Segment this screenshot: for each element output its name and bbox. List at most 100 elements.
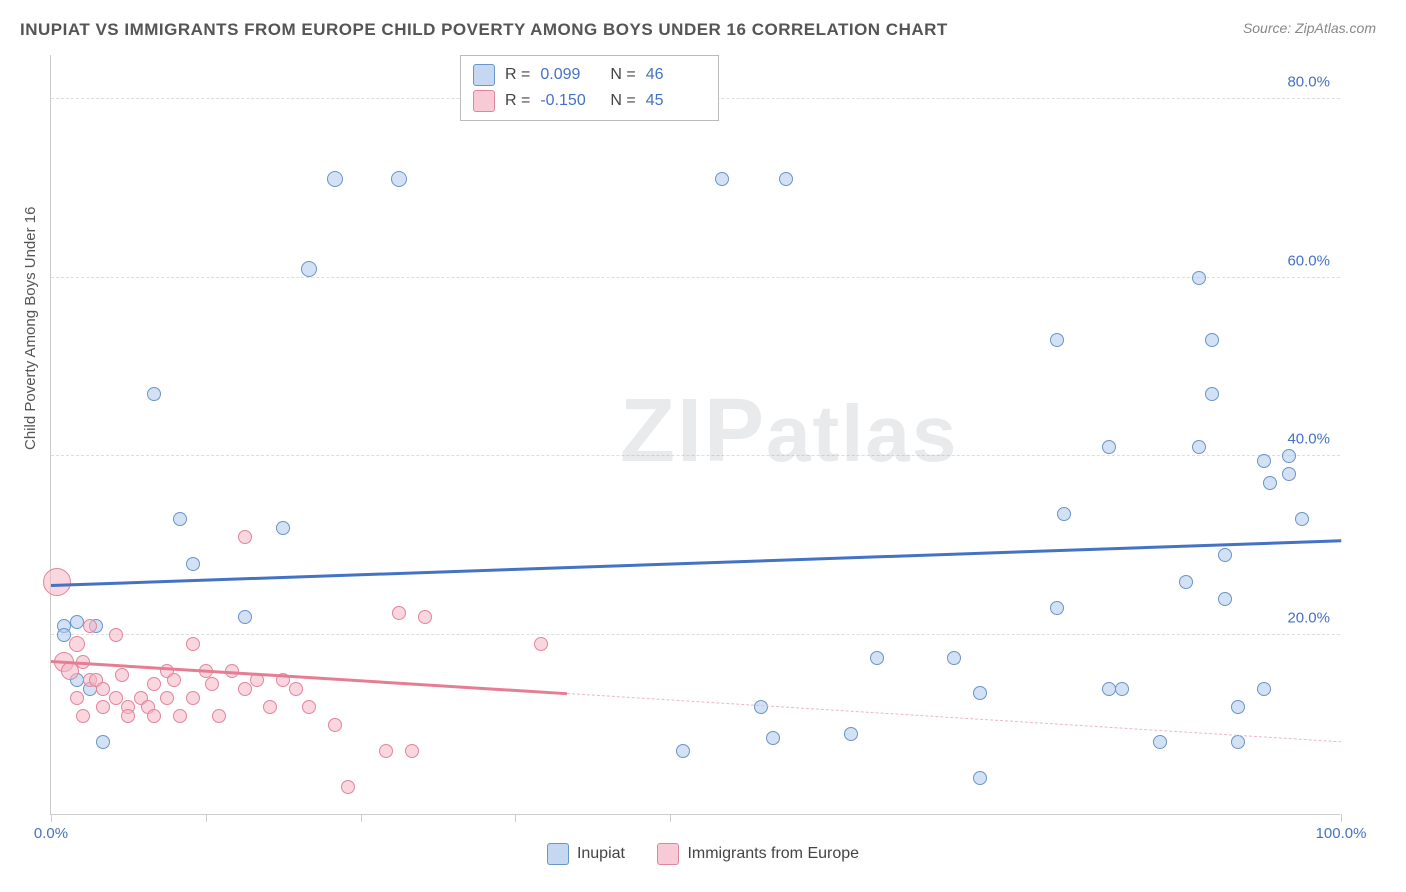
data-point-europe bbox=[109, 691, 123, 705]
swatch-pink-icon bbox=[657, 843, 679, 865]
data-point-europe bbox=[534, 637, 548, 651]
y-tick-label: 80.0% bbox=[1287, 73, 1330, 90]
data-point-europe bbox=[205, 677, 219, 691]
trend-line-europe-dashed bbox=[567, 693, 1341, 742]
data-point-inupiat bbox=[1050, 601, 1064, 615]
x-tick bbox=[361, 814, 362, 822]
data-point-europe bbox=[147, 709, 161, 723]
data-point-inupiat bbox=[766, 731, 780, 745]
data-point-europe bbox=[96, 682, 110, 696]
data-point-europe bbox=[109, 628, 123, 642]
x-tick-label: 0.0% bbox=[34, 825, 68, 842]
data-point-inupiat bbox=[1205, 387, 1219, 401]
legend-stats-row-2: R = -0.150 N = 45 bbox=[473, 88, 706, 114]
data-point-inupiat bbox=[1057, 507, 1071, 521]
legend-stats: R = 0.099 N = 46 R = -0.150 N = 45 bbox=[460, 55, 719, 121]
data-point-europe bbox=[302, 700, 316, 714]
data-point-inupiat bbox=[1218, 592, 1232, 606]
legend-item-2: Immigrants from Europe bbox=[657, 843, 859, 865]
x-tick bbox=[206, 814, 207, 822]
data-point-europe bbox=[341, 780, 355, 794]
data-point-europe bbox=[160, 691, 174, 705]
swatch-blue-icon bbox=[473, 64, 495, 86]
data-point-inupiat bbox=[1102, 440, 1116, 454]
trend-line-inupiat bbox=[51, 539, 1341, 586]
n-value-1: 46 bbox=[646, 66, 706, 84]
data-point-europe bbox=[115, 668, 129, 682]
data-point-europe bbox=[167, 673, 181, 687]
data-point-inupiat bbox=[973, 686, 987, 700]
data-point-inupiat bbox=[1282, 467, 1296, 481]
y-tick-label: 40.0% bbox=[1287, 431, 1330, 448]
x-tick-label: 100.0% bbox=[1316, 825, 1367, 842]
data-point-inupiat bbox=[754, 700, 768, 714]
data-point-europe bbox=[147, 677, 161, 691]
x-tick bbox=[515, 814, 516, 822]
data-point-europe bbox=[121, 709, 135, 723]
data-point-inupiat bbox=[973, 771, 987, 785]
data-point-europe bbox=[263, 700, 277, 714]
data-point-europe bbox=[83, 619, 97, 633]
data-point-europe bbox=[418, 610, 432, 624]
x-tick bbox=[51, 814, 52, 822]
data-point-europe bbox=[96, 700, 110, 714]
data-point-europe bbox=[238, 530, 252, 544]
data-point-inupiat bbox=[173, 512, 187, 526]
data-point-europe bbox=[212, 709, 226, 723]
data-point-inupiat bbox=[1192, 271, 1206, 285]
data-point-europe bbox=[173, 709, 187, 723]
data-point-inupiat bbox=[70, 615, 84, 629]
data-point-inupiat bbox=[1102, 682, 1116, 696]
legend-series: Inupiat Immigrants from Europe bbox=[0, 843, 1406, 870]
data-point-europe bbox=[43, 568, 71, 596]
data-point-inupiat bbox=[1179, 575, 1193, 589]
data-point-europe bbox=[76, 709, 90, 723]
gridline bbox=[51, 455, 1340, 456]
data-point-inupiat bbox=[1282, 449, 1296, 463]
data-point-inupiat bbox=[1153, 735, 1167, 749]
x-tick bbox=[670, 814, 671, 822]
y-tick-label: 60.0% bbox=[1287, 252, 1330, 269]
data-point-inupiat bbox=[870, 651, 884, 665]
legend-label-1: Inupiat bbox=[577, 845, 625, 863]
legend-stats-row-1: R = 0.099 N = 46 bbox=[473, 62, 706, 88]
data-point-inupiat bbox=[147, 387, 161, 401]
data-point-inupiat bbox=[238, 610, 252, 624]
data-point-inupiat bbox=[947, 651, 961, 665]
source-attribution: Source: ZipAtlas.com bbox=[1243, 20, 1376, 36]
plot-area: 20.0%40.0%60.0%80.0%0.0%100.0% bbox=[50, 55, 1340, 815]
data-point-inupiat bbox=[1218, 548, 1232, 562]
data-point-europe bbox=[379, 744, 393, 758]
data-point-europe bbox=[186, 691, 200, 705]
data-point-inupiat bbox=[715, 172, 729, 186]
data-point-inupiat bbox=[276, 521, 290, 535]
data-point-inupiat bbox=[1231, 700, 1245, 714]
data-point-inupiat bbox=[1257, 682, 1271, 696]
data-point-inupiat bbox=[779, 172, 793, 186]
n-value-2: 45 bbox=[646, 92, 706, 110]
legend-item-1: Inupiat bbox=[547, 843, 625, 865]
data-point-europe bbox=[238, 682, 252, 696]
n-label: N = bbox=[610, 66, 635, 84]
data-point-inupiat bbox=[1192, 440, 1206, 454]
legend-label-2: Immigrants from Europe bbox=[687, 845, 859, 863]
data-point-inupiat bbox=[391, 171, 407, 187]
gridline bbox=[51, 634, 1340, 635]
r-label: R = bbox=[505, 66, 530, 84]
data-point-inupiat bbox=[1050, 333, 1064, 347]
n-label: N = bbox=[610, 92, 635, 110]
r-label: R = bbox=[505, 92, 530, 110]
data-point-inupiat bbox=[1231, 735, 1245, 749]
y-tick-label: 20.0% bbox=[1287, 610, 1330, 627]
data-point-europe bbox=[328, 718, 342, 732]
r-value-2: -0.150 bbox=[540, 92, 600, 110]
gridline bbox=[51, 277, 1340, 278]
data-point-inupiat bbox=[301, 261, 317, 277]
data-point-europe bbox=[69, 636, 85, 652]
chart-title: INUPIAT VS IMMIGRANTS FROM EUROPE CHILD … bbox=[20, 20, 948, 40]
r-value-1: 0.099 bbox=[540, 66, 600, 84]
data-point-inupiat bbox=[676, 744, 690, 758]
data-point-europe bbox=[186, 637, 200, 651]
data-point-inupiat bbox=[1115, 682, 1129, 696]
data-point-inupiat bbox=[1257, 454, 1271, 468]
